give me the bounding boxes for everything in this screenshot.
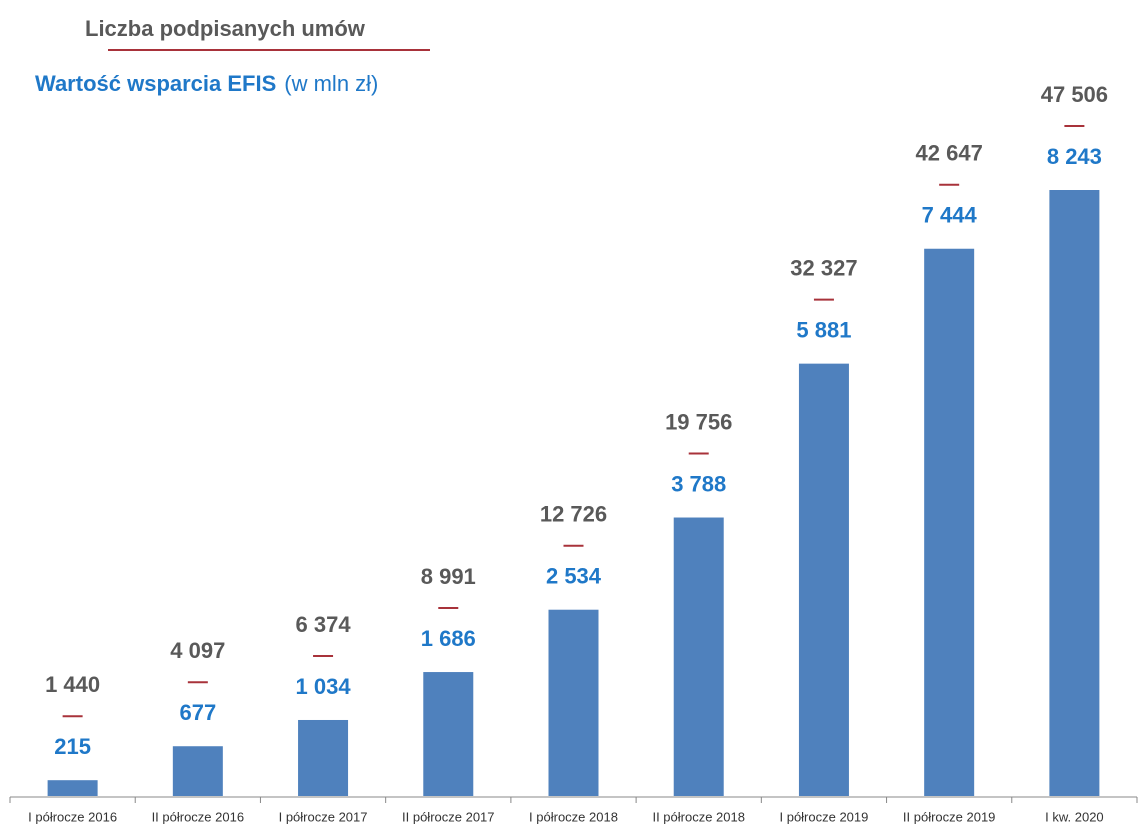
count-label: 42 647 — [916, 141, 983, 166]
x-tick-label: I półrocze 2016 — [28, 809, 117, 824]
x-tick-label: II półrocze 2018 — [652, 809, 745, 824]
x-tick-label: II półrocze 2017 — [402, 809, 495, 824]
legend-value: Wartość wsparcia EFIS (w mln zł) — [35, 71, 378, 96]
x-tick-label: I półrocze 2019 — [779, 809, 868, 824]
bar — [548, 609, 599, 796]
value-label: 8 243 — [1047, 144, 1102, 169]
count-label: 6 374 — [296, 612, 352, 637]
legend-count: Liczba podpisanych umów — [85, 16, 366, 41]
x-tick-label: I półrocze 2018 — [529, 809, 618, 824]
value-label: 5 881 — [796, 317, 851, 342]
bar — [423, 672, 474, 796]
count-label: 19 756 — [665, 409, 732, 434]
count-label: 4 097 — [170, 638, 225, 663]
value-label: 7 444 — [922, 203, 978, 228]
bar — [924, 248, 975, 797]
value-label: 1 034 — [296, 674, 352, 699]
bar — [673, 517, 724, 796]
x-tick-label: I kw. 2020 — [1045, 809, 1104, 824]
bar — [47, 780, 98, 796]
bar — [298, 719, 349, 796]
x-tick-label: II półrocze 2016 — [152, 809, 245, 824]
value-label: 1 686 — [421, 626, 476, 651]
count-label: 32 327 — [790, 255, 857, 280]
x-tick-label: I półrocze 2017 — [279, 809, 368, 824]
bar — [798, 363, 849, 796]
legend-value-unit: (w mln zł) — [284, 71, 378, 96]
count-label: 12 726 — [540, 502, 607, 527]
count-label: 8 991 — [421, 564, 476, 589]
bar — [1049, 190, 1100, 796]
x-tick-label: II półrocze 2019 — [903, 809, 996, 824]
count-label: 1 440 — [45, 672, 100, 697]
legend-value-name: Wartość wsparcia EFIS — [35, 71, 276, 96]
value-label: 677 — [179, 700, 216, 725]
value-label: 3 788 — [671, 471, 726, 496]
bar — [172, 746, 223, 796]
count-label: 47 506 — [1041, 82, 1108, 107]
value-label: 2 534 — [546, 564, 602, 589]
value-label: 215 — [54, 734, 91, 759]
